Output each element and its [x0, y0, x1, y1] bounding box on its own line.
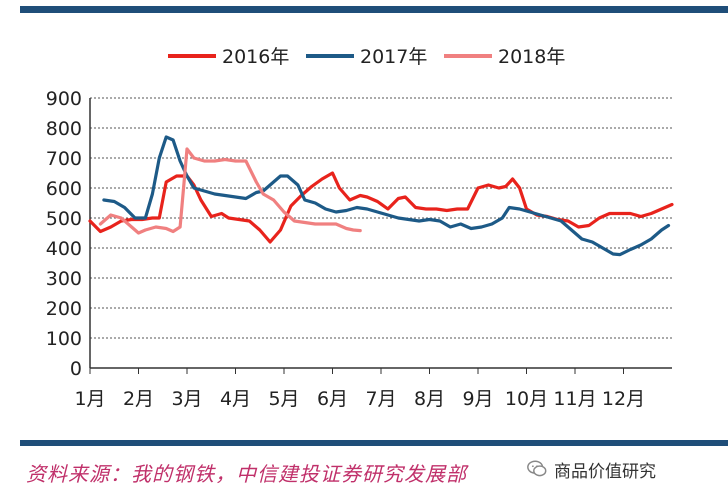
- y-tick-label: 400: [46, 238, 82, 260]
- y-tick-label: 500: [46, 208, 82, 230]
- y-tick-label: 800: [46, 118, 82, 140]
- legend-label: 2017年: [360, 46, 427, 68]
- legend-label: 2018年: [498, 46, 565, 68]
- x-tick-label: 4月: [220, 388, 251, 410]
- y-tick-label: 200: [46, 298, 82, 320]
- y-tick-label: 300: [46, 268, 82, 290]
- source-note: 资料来源：我的钢铁，中信建投证券研究发展部: [26, 462, 467, 486]
- watermark: 商品价值研究: [520, 454, 662, 484]
- legend: 2016年 2017年 2018年: [168, 46, 565, 68]
- x-tick-label: 11月: [553, 388, 596, 410]
- grid: [90, 97, 672, 339]
- y-tick-label: 700: [46, 148, 82, 170]
- axes: 0 100 200 300 400 500 600 700 800 900 1月 2月 3月 4月 5月 6月…: [46, 88, 672, 410]
- x-tick-label: 12月: [602, 388, 645, 410]
- x-tick-label: 7月: [365, 388, 396, 410]
- wechat-icon: [527, 460, 547, 477]
- x-tick-label: 5月: [268, 388, 299, 410]
- series-line-2016年: [88, 171, 674, 244]
- series-lines: [88, 135, 674, 257]
- series-line-2018年: [98, 147, 362, 235]
- y-tick-label: 0: [70, 358, 82, 380]
- watermark-text: 商品价值研究: [554, 461, 656, 482]
- x-tick-label: 9月: [462, 388, 493, 410]
- legend-label: 2016年: [222, 46, 289, 68]
- top-rule: [20, 6, 728, 13]
- bottom-rule: [20, 440, 728, 446]
- line-chart: 2016年 2017年 2018年 0 100 200 300 400 500 600 700 80…: [46, 46, 674, 410]
- y-tick-label: 100: [46, 328, 82, 350]
- x-tick-label: 1月: [74, 388, 105, 410]
- y-tick-label: 900: [46, 88, 82, 110]
- x-tick-label: 6月: [317, 388, 348, 410]
- x-tick-label: 8月: [414, 388, 445, 410]
- x-tick-label: 3月: [171, 388, 202, 410]
- x-tick-label: 10月: [505, 388, 548, 410]
- x-tick-label: 2月: [123, 388, 154, 410]
- series-line-2017年: [102, 135, 671, 257]
- y-tick-label: 600: [46, 178, 82, 200]
